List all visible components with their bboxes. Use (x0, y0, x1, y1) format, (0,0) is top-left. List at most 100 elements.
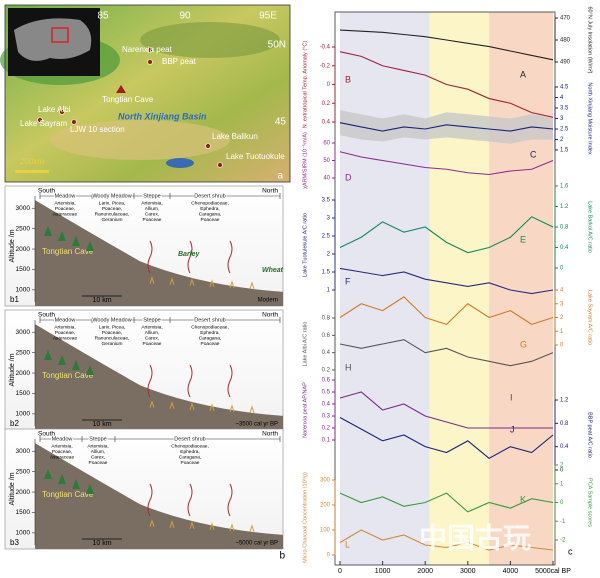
y-tick-label: 0.8 (560, 225, 569, 231)
series-letter: B (345, 74, 351, 84)
y-tick-label: 2.5 (322, 234, 331, 240)
site-label: BBP peat (162, 57, 196, 66)
x-tick-label: 1000 (375, 568, 391, 575)
lat-label: 45 (275, 117, 287, 128)
site-marker (59, 109, 65, 115)
zone-taxa: Geranium (101, 341, 122, 347)
axis-label: PCA Sample scores (587, 478, 593, 527)
tree (72, 360, 80, 370)
zone-name: Meadow (55, 193, 76, 199)
site-label: Lake Albi (38, 105, 71, 114)
error-band (340, 110, 553, 144)
panel-label: b (279, 551, 285, 562)
zone-taxa: Artemisia, (141, 324, 162, 330)
scale-label: 10 km (92, 297, 111, 304)
panel-label: b3 (10, 538, 19, 547)
shrub (189, 278, 195, 286)
crop-label: Wheat (262, 267, 284, 274)
site-label: LJW 10 section (70, 125, 125, 134)
north-label: North (262, 188, 278, 195)
profile-panel: 1000 1500 2000 2500 3000 Altitude /m South Nort… (4, 309, 284, 431)
y-tick-label: 0 (560, 500, 564, 506)
tree (86, 241, 94, 251)
zone-taxa: Poaceae (181, 460, 200, 466)
series-line (339, 151, 554, 176)
tree (44, 469, 52, 479)
panel-label: b2 (10, 419, 19, 428)
zone-taxa: Artemisia, (51, 443, 72, 449)
axis-label: Altitude /m (9, 353, 16, 386)
site-label: Lake Tuotuokule (226, 152, 285, 161)
y-tick-label: 0.2 (322, 101, 331, 107)
series-line (339, 339, 554, 367)
series-letter: C (530, 149, 537, 159)
zone-name: Desert shrub (194, 193, 226, 199)
y-tick-label: 1000 (16, 411, 31, 418)
shrub (169, 401, 175, 409)
site-marker (71, 119, 77, 125)
axis-label: BBP peat A/C ratio (587, 412, 593, 458)
shrub (249, 524, 255, 532)
axis-label: Lake Sayram A/C ratio (587, 290, 593, 345)
zone-taxa: Poaceae (143, 341, 162, 347)
series-line (339, 391, 553, 429)
y-tick-label: 3 (327, 216, 331, 222)
zone-taxa: Asteraceae (50, 454, 75, 460)
terrain (35, 324, 283, 430)
zone-taxa: Poaceae, (52, 449, 72, 455)
y-tick-label: 50 (323, 158, 330, 164)
y-tick-label: 1000 (16, 530, 31, 537)
y-tick-label: 1500 (16, 509, 31, 516)
y-tick-label: 1.5 (560, 148, 569, 154)
y-tick-label: 3 (560, 116, 564, 122)
y-tick-label: 1500 (16, 390, 31, 397)
y-tick-label: -2 (560, 538, 566, 544)
y-tick-label: 0.1 (322, 438, 331, 444)
bands (340, 12, 553, 565)
site-marker (217, 162, 223, 168)
y-tick-label: 2000 (16, 489, 31, 496)
zone-taxa: Chenopodiaceae, (191, 324, 229, 330)
axis-label: χARM/SIRM (10⁻⁵m/A) (301, 132, 308, 189)
series-letter: A (520, 69, 526, 79)
axis-label: Altitude /m (9, 229, 16, 262)
zone-taxa: Artemisia, (54, 324, 75, 330)
zone-taxa: Poaceae, (55, 206, 75, 212)
axis-label: Altitude /m (9, 472, 16, 505)
zone-taxa: Poaceae, (102, 330, 122, 336)
cave-marker (116, 85, 126, 93)
x-tick-label: 3000 (460, 568, 476, 575)
lon-label: 95E (259, 11, 277, 22)
y-tick-label: 1 (327, 288, 331, 294)
map-frame (4, 4, 291, 183)
y-tick-label: 2500 (16, 468, 31, 475)
precipitation (227, 483, 233, 517)
south-label: South (38, 312, 55, 319)
y-tick-label: 2000 (16, 370, 31, 377)
series-line (339, 296, 554, 325)
precipitation (227, 364, 233, 398)
shrub (149, 519, 155, 527)
y-tick-label: 0 (560, 343, 564, 349)
precipitation (147, 240, 153, 274)
series-letter: K (520, 494, 526, 504)
y-tick-label: 0.4 (322, 120, 331, 126)
y-tick-label: 2.5 (560, 127, 569, 133)
y-tick-label: 200 (320, 503, 331, 509)
series-letter: F (345, 276, 351, 286)
time-label: ~3500 cal yr BP (235, 422, 278, 428)
shrub (209, 403, 215, 411)
time-label: Modern (258, 298, 278, 304)
terrain (35, 443, 283, 549)
site-label: Tongtian Cave (102, 95, 154, 104)
y-tick-label: 1 (560, 481, 564, 487)
zone-taxa: Carex, (91, 454, 105, 460)
zone-taxa: Asteraceae (53, 211, 78, 217)
y-tick-label: 4.5 (560, 85, 569, 91)
shrub (149, 400, 155, 408)
y-tick-label: 1 (560, 329, 564, 335)
watermark: 中国古玩 (419, 522, 531, 553)
y-tick-label: 1.2 (560, 398, 569, 404)
zone-name: Woody Meadow (92, 193, 131, 199)
